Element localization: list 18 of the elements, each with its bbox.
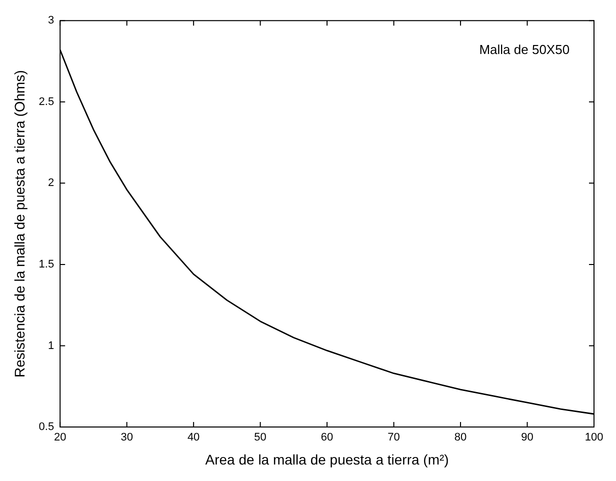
annotation: Malla de 50X50 bbox=[479, 42, 570, 58]
x-tick-label: 100 bbox=[584, 432, 604, 444]
y-axis-title: Resistencia de la malla de puesta a tierra (Ohms) bbox=[11, 70, 28, 378]
x-tick-label: 30 bbox=[120, 432, 133, 444]
x-axis-title: Area de la malla de puesta a tierra (m²) bbox=[205, 451, 449, 468]
x-tick-label: 60 bbox=[320, 432, 334, 444]
y-tick-label: 1 bbox=[48, 340, 54, 352]
x-tick-label: 40 bbox=[187, 432, 200, 444]
y-tick-label: 2.5 bbox=[38, 96, 54, 108]
y-tick-label: 0.5 bbox=[38, 421, 54, 434]
x-tick-label: 50 bbox=[254, 432, 266, 444]
y-tick-label: 3 bbox=[48, 14, 54, 27]
x-tick-label: 90 bbox=[521, 432, 534, 444]
x-tick-label: 80 bbox=[454, 432, 467, 444]
y-tick-label: 1.5 bbox=[38, 258, 54, 270]
y-tick-label: 2 bbox=[48, 177, 54, 190]
x-tick-label: 70 bbox=[388, 432, 400, 444]
x-tick-label: 20 bbox=[54, 432, 66, 444]
